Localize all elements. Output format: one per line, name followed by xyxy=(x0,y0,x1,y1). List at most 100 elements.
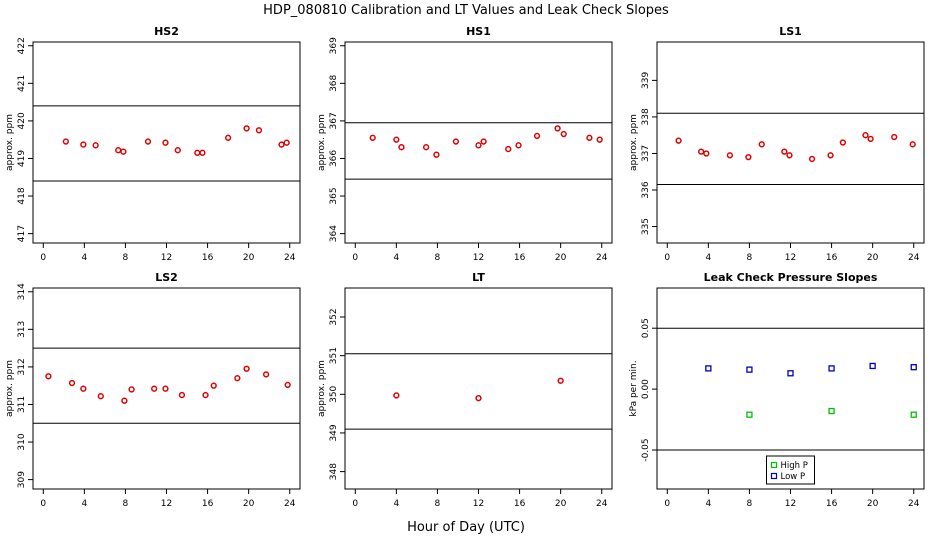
x-tick-label: 12 xyxy=(473,253,484,263)
data-point xyxy=(210,382,217,389)
y-axis-label: approx. ppm xyxy=(317,114,327,171)
x-tick-label: 4 xyxy=(393,499,399,509)
data-point xyxy=(505,145,512,153)
panel-2: HS1 0 4 8 12 16 20 24 364 365 366 367 368 369 approx. … xyxy=(317,25,613,263)
data-point xyxy=(891,133,898,141)
panel-title: LS2 xyxy=(155,271,178,284)
data-point xyxy=(194,149,201,156)
data-point xyxy=(120,148,127,155)
data-point xyxy=(199,149,206,156)
data-point xyxy=(115,147,122,154)
data-point-low-p xyxy=(746,366,753,373)
x-tick-label: 12 xyxy=(161,253,172,263)
x-tick-label: 8 xyxy=(747,253,753,263)
data-point xyxy=(808,155,816,163)
x-tick-label: 24 xyxy=(596,499,608,509)
legend-marker xyxy=(770,472,778,480)
data-point xyxy=(162,139,169,146)
data-point xyxy=(278,141,285,148)
plot-frame xyxy=(656,41,925,244)
data-point xyxy=(839,139,847,146)
panel-title: Leak Check Pressure Slopes xyxy=(704,271,878,284)
data-point xyxy=(393,392,400,399)
y-tick-label: 350 xyxy=(329,385,339,402)
x-tick-label: 16 xyxy=(202,253,214,263)
data-point-high-p xyxy=(746,411,753,418)
panel-title: HS1 xyxy=(466,25,491,38)
data-point xyxy=(97,393,104,400)
x-tick-label: 20 xyxy=(555,499,567,509)
y-tick-label: 417 xyxy=(17,225,27,242)
y-tick-label: 421 xyxy=(17,75,27,92)
x-tick-label: 4 xyxy=(81,499,87,509)
x-tick-label: 0 xyxy=(352,253,358,263)
panel-5: LT 0 4 8 12 16 20 24 348 349 350 351 352 approx. ppm xyxy=(317,271,613,509)
y-tick-label: 366 xyxy=(329,150,339,167)
x-tick-label: 20 xyxy=(867,499,879,509)
data-point xyxy=(393,136,400,143)
y-tick-label: 309 xyxy=(17,471,27,488)
data-point xyxy=(781,148,788,155)
y-tick-label: 339 xyxy=(641,72,651,89)
y-tick-label: 349 xyxy=(329,424,339,441)
data-point xyxy=(596,136,603,143)
data-point xyxy=(433,151,440,158)
data-point xyxy=(62,138,70,145)
figure-xlabel: Hour of Day (UTC) xyxy=(407,520,525,535)
y-tick-label: 337 xyxy=(641,145,651,162)
data-point xyxy=(68,379,76,387)
data-point xyxy=(698,148,705,155)
data-point xyxy=(224,134,232,141)
data-point-low-p xyxy=(828,365,835,372)
y-axis-label: approx. ppm xyxy=(317,360,327,417)
y-axis-label: approx. ppm xyxy=(5,114,15,171)
x-tick-label: 20 xyxy=(867,253,879,263)
y-tick-label: 418 xyxy=(17,187,27,204)
data-point xyxy=(45,373,52,380)
data-point xyxy=(786,152,793,159)
data-point xyxy=(554,125,561,132)
y-tick-label: 365 xyxy=(329,187,339,204)
x-tick-label: 12 xyxy=(161,499,172,509)
x-tick-label: 12 xyxy=(785,253,796,263)
y-tick-label: 336 xyxy=(641,181,651,198)
data-point xyxy=(586,134,593,141)
x-tick-label: 16 xyxy=(514,499,526,509)
data-point xyxy=(862,132,869,139)
x-tick-label: 24 xyxy=(284,253,296,263)
x-tick-label: 0 xyxy=(40,499,46,509)
panel-title: LS1 xyxy=(779,25,802,38)
data-point xyxy=(243,125,250,132)
x-tick-label: 20 xyxy=(555,253,567,263)
x-tick-label: 24 xyxy=(908,253,920,263)
panel-6: Leak Check Pressure Slopes 0 4 8 12 16 20 24 -0.… xyxy=(629,271,925,509)
data-point xyxy=(243,365,250,372)
data-point xyxy=(369,134,376,141)
legend-entry: High P xyxy=(781,461,808,471)
legend-entry: Low P xyxy=(781,472,806,482)
data-point xyxy=(867,135,874,142)
y-tick-label: 368 xyxy=(329,74,339,91)
y-tick-label: 313 xyxy=(17,321,27,338)
data-point-low-p xyxy=(705,365,712,372)
y-axis-label: approx. ppm xyxy=(5,360,15,417)
plot-frame xyxy=(344,287,613,490)
data-point-high-p xyxy=(910,411,917,418)
data-point xyxy=(422,144,430,151)
panel-4: LS2 0 4 8 12 16 20 24 309 310 311 312 313 314 approx. … xyxy=(5,271,301,509)
y-tick-label: 312 xyxy=(17,358,27,375)
data-point xyxy=(827,152,834,159)
data-point xyxy=(758,141,765,148)
data-point xyxy=(80,385,87,392)
x-tick-label: 0 xyxy=(40,253,46,263)
y-tick-label: 0.00 xyxy=(641,379,651,399)
x-tick-label: 4 xyxy=(705,499,711,509)
panel-title: LT xyxy=(472,271,485,284)
data-point xyxy=(475,142,482,149)
data-point xyxy=(480,138,487,145)
data-point-low-p xyxy=(910,364,917,371)
x-tick-label: 8 xyxy=(123,499,129,509)
data-point xyxy=(560,130,567,138)
